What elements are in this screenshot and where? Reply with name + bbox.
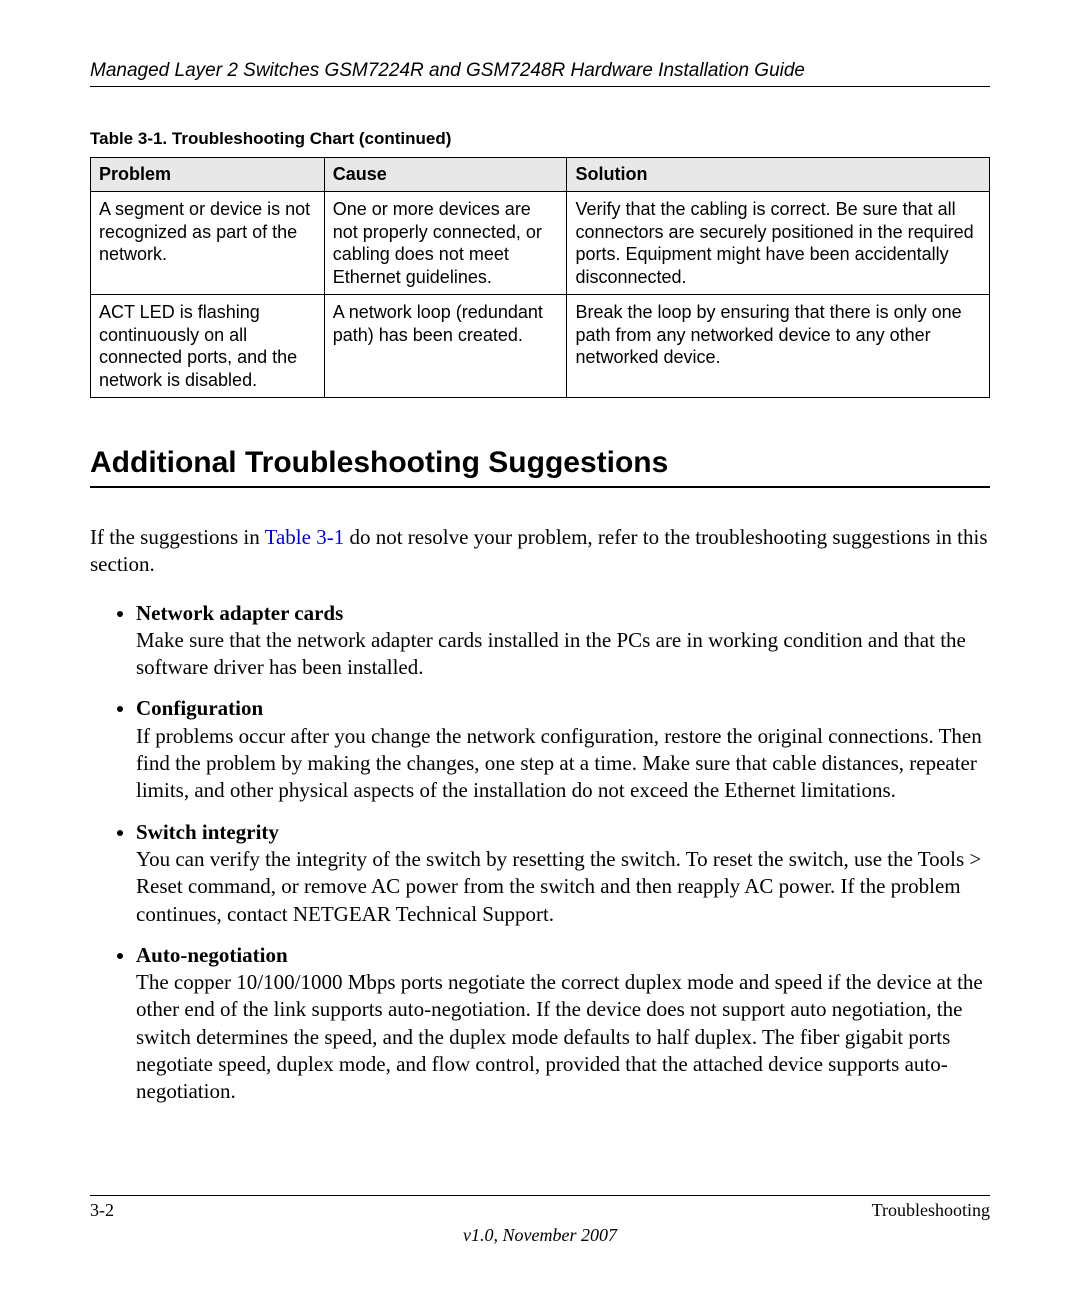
table-ref-link[interactable]: Table 3-1 bbox=[265, 525, 345, 549]
document-page: Managed Layer 2 Switches GSM7224R and GS… bbox=[0, 0, 1080, 1296]
list-item: Configuration If problems occur after yo… bbox=[136, 695, 990, 804]
cell-problem: A segment or device is not recognized as… bbox=[91, 192, 325, 295]
section-heading: Additional Troubleshooting Suggestions bbox=[90, 446, 990, 488]
header-title: Managed Layer 2 Switches GSM7224R and GS… bbox=[90, 60, 805, 81]
item-body: If problems occur after you change the n… bbox=[136, 723, 990, 805]
item-title: Switch integrity bbox=[136, 820, 279, 844]
footer-row: 3-2 Troubleshooting bbox=[90, 1200, 990, 1221]
version-date: v1.0, November 2007 bbox=[90, 1225, 990, 1246]
col-header-cause: Cause bbox=[324, 158, 567, 192]
table-caption: Table 3-1. Troubleshooting Chart (contin… bbox=[90, 129, 990, 149]
cell-solution: Break the loop by ensuring that there is… bbox=[567, 295, 990, 398]
item-body: Make sure that the network adapter cards… bbox=[136, 627, 990, 682]
suggestion-list: Network adapter cards Make sure that the… bbox=[90, 600, 990, 1106]
table-row: ACT LED is flashing continuously on all … bbox=[91, 295, 990, 398]
footer-rule bbox=[90, 1195, 990, 1196]
troubleshooting-table: Problem Cause Solution A segment or devi… bbox=[90, 157, 990, 398]
item-body: The copper 10/100/1000 Mbps ports negoti… bbox=[136, 969, 990, 1105]
page-header: Managed Layer 2 Switches GSM7224R and GS… bbox=[90, 60, 990, 87]
page-footer: 3-2 Troubleshooting v1.0, November 2007 bbox=[90, 1195, 990, 1246]
item-body: You can verify the integrity of the swit… bbox=[136, 846, 990, 928]
table-header-row: Problem Cause Solution bbox=[91, 158, 990, 192]
cell-problem: ACT LED is flashing continuously on all … bbox=[91, 295, 325, 398]
item-title: Network adapter cards bbox=[136, 601, 343, 625]
cell-solution: Verify that the cabling is correct. Be s… bbox=[567, 192, 990, 295]
table-row: A segment or device is not recognized as… bbox=[91, 192, 990, 295]
col-header-solution: Solution bbox=[567, 158, 990, 192]
col-header-problem: Problem bbox=[91, 158, 325, 192]
intro-paragraph: If the suggestions in Table 3-1 do not r… bbox=[90, 524, 990, 579]
chapter-title: Troubleshooting bbox=[872, 1200, 990, 1221]
item-title: Auto-negotiation bbox=[136, 943, 288, 967]
cell-cause: A network loop (redundant path) has been… bbox=[324, 295, 567, 398]
list-item: Switch integrity You can verify the inte… bbox=[136, 819, 990, 928]
page-number: 3-2 bbox=[90, 1200, 114, 1221]
intro-before: If the suggestions in bbox=[90, 525, 265, 549]
item-title: Configuration bbox=[136, 696, 263, 720]
list-item: Auto-negotiation The copper 10/100/1000 … bbox=[136, 942, 990, 1106]
cell-cause: One or more devices are not properly con… bbox=[324, 192, 567, 295]
list-item: Network adapter cards Make sure that the… bbox=[136, 600, 990, 682]
